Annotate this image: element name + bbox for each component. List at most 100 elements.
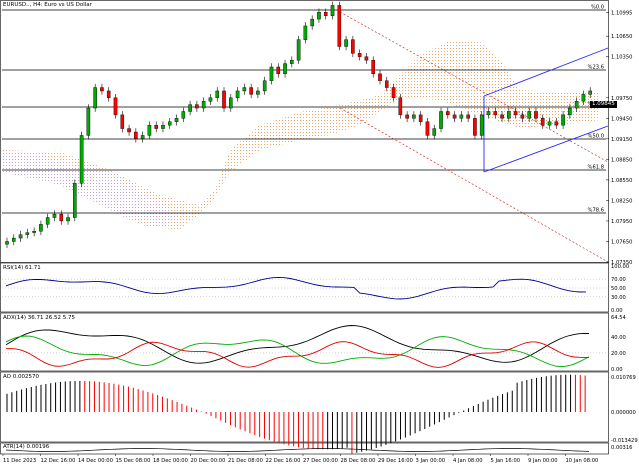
time-axis-label: 14 Dec 00:00 (78, 458, 113, 464)
candle-body (425, 121, 430, 136)
price-axis-label: 1.09150 (611, 137, 632, 143)
candle-body (351, 39, 355, 54)
candle-body (317, 12, 321, 20)
candle-body (466, 114, 470, 119)
blue-channel-upper (483, 47, 609, 97)
atr-axis-label: 0.00316 (611, 445, 632, 451)
rsi-axis-label: 100.00 (611, 264, 629, 270)
price-candles (5, 1, 593, 248)
candle-body (520, 114, 525, 119)
candle-body (283, 63, 287, 75)
candle-body (59, 213, 64, 222)
candle-body (215, 90, 220, 98)
symbol-title: EURUSD.., H4: Euro vs US Dollar (3, 2, 92, 8)
time-axis-label: 9 Jan 00:00 (528, 458, 558, 464)
time-axis-label: 5 Jan 16:00 (491, 458, 521, 464)
candle-body (310, 18, 314, 27)
candle-body (86, 107, 91, 136)
rsi-panel[interactable] (0, 262, 609, 313)
atr-series (5, 448, 590, 452)
candle-body (473, 118, 477, 136)
candle-body (405, 114, 409, 119)
rsi-axis-label: 0.00 (611, 308, 623, 314)
candle-body (384, 80, 389, 88)
time-axis-label: 3 Jan 00:00 (416, 458, 446, 464)
candle-body (459, 114, 464, 119)
candle-body (242, 87, 247, 92)
candle-body (222, 90, 226, 109)
time-axis-label: 11 Dec 2023 (3, 458, 36, 464)
ao-axis-label: -0.013429 (611, 438, 638, 444)
candle-body (452, 114, 457, 119)
price-axis-label: 1.07950 (611, 219, 632, 225)
candle-body (439, 111, 443, 129)
fib-label: %23.6 (588, 65, 604, 71)
candle-body (330, 5, 335, 16)
candle-body (357, 53, 362, 57)
adx-axis-label: 20.00 (611, 351, 626, 357)
candle-body (73, 183, 77, 218)
rsi-axis-label: 70.00 (611, 277, 626, 283)
adx-minus-di-series (5, 341, 589, 368)
candle-body (446, 111, 450, 116)
candle-body (39, 224, 43, 232)
rsi-title: RSI(14) 61.71 (3, 265, 41, 271)
adx-axis-label: 0.00 (611, 367, 623, 373)
candle-body (290, 59, 294, 64)
candle-body (561, 114, 565, 126)
time-axis-label: 28 Dec 08:00 (341, 458, 376, 464)
candle-body (337, 5, 342, 47)
candle-body (154, 124, 158, 129)
adx-main-series (5, 325, 590, 364)
candle-body (188, 104, 192, 112)
rsi-axis-label: 30.00 (611, 295, 626, 301)
candle-body (25, 232, 30, 235)
time-axis-label: 15 Dec 08:00 (116, 458, 151, 464)
candle-body (120, 114, 125, 129)
time-axis-label: 22 Dec 16:00 (266, 458, 301, 464)
trend-channels[interactable] (339, 11, 609, 263)
time-axis-label: 20 Dec 00:00 (191, 458, 226, 464)
price-axis-label: 1.10995 (611, 11, 632, 17)
candle-body (527, 111, 531, 119)
current-price-tag: 1.09845 (590, 101, 617, 108)
candle-body (79, 135, 84, 184)
candle-body (161, 124, 165, 129)
candle-body (256, 90, 260, 95)
price-axis-label: 1.09450 (611, 116, 632, 122)
rsi-line (2, 276, 606, 300)
candle-body (249, 87, 253, 95)
fib-label: %61.8 (588, 165, 604, 171)
candle-body (228, 97, 233, 109)
candle-body (574, 101, 579, 109)
adx-axis-label: 40.00 (611, 335, 626, 341)
time-axis-label: 27 Dec 00:00 (303, 458, 338, 464)
ichimoku-cloud (2, 40, 600, 230)
candle-body (45, 217, 50, 225)
candle-body (167, 121, 172, 126)
red-channel-lower (339, 107, 609, 263)
candle-body (181, 111, 186, 119)
candle-body (493, 111, 498, 116)
candle-body (262, 80, 267, 92)
candle-body (581, 94, 586, 102)
candle-body (195, 104, 199, 109)
candle-body (11, 237, 16, 242)
candle-body (479, 114, 484, 136)
atr-panel[interactable] (0, 442, 609, 455)
candle-body (113, 97, 118, 116)
candle-body (235, 90, 240, 98)
price-axis-label: 1.08550 (611, 178, 632, 184)
adx-lines (2, 325, 606, 368)
candle-body (174, 118, 179, 122)
time-axis-label: 18 Dec 00:00 (153, 458, 188, 464)
candle-body (140, 135, 145, 140)
candle-body (391, 87, 396, 98)
candle-body (507, 111, 511, 119)
rsi-series (5, 276, 587, 300)
price-axis-label: 1.09750 (611, 96, 632, 102)
candle-body (201, 101, 206, 109)
ao-histogram (6, 374, 586, 454)
